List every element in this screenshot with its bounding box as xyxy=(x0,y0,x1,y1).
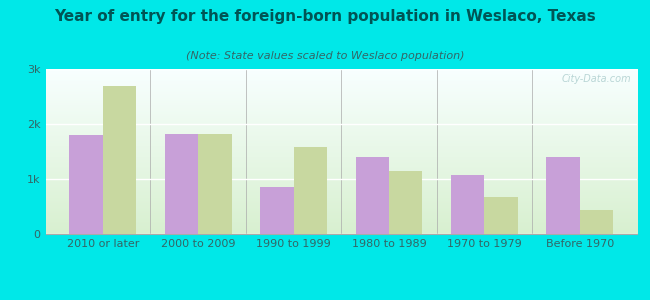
Bar xyxy=(547,157,580,234)
Bar xyxy=(356,157,389,234)
Bar xyxy=(451,175,484,234)
Text: Year of entry for the foreign-born population in Weslaco, Texas: Year of entry for the foreign-born popul… xyxy=(54,9,596,24)
Bar xyxy=(70,135,103,234)
Bar xyxy=(484,196,518,234)
Bar xyxy=(198,134,231,234)
Bar xyxy=(103,85,136,234)
Bar xyxy=(260,187,294,234)
Bar xyxy=(389,171,422,234)
Bar xyxy=(580,210,613,234)
Text: City-Data.com: City-Data.com xyxy=(562,74,631,84)
Bar xyxy=(294,147,327,234)
Text: (Note: State values scaled to Weslaco population): (Note: State values scaled to Weslaco po… xyxy=(186,51,464,61)
Bar xyxy=(164,134,198,234)
